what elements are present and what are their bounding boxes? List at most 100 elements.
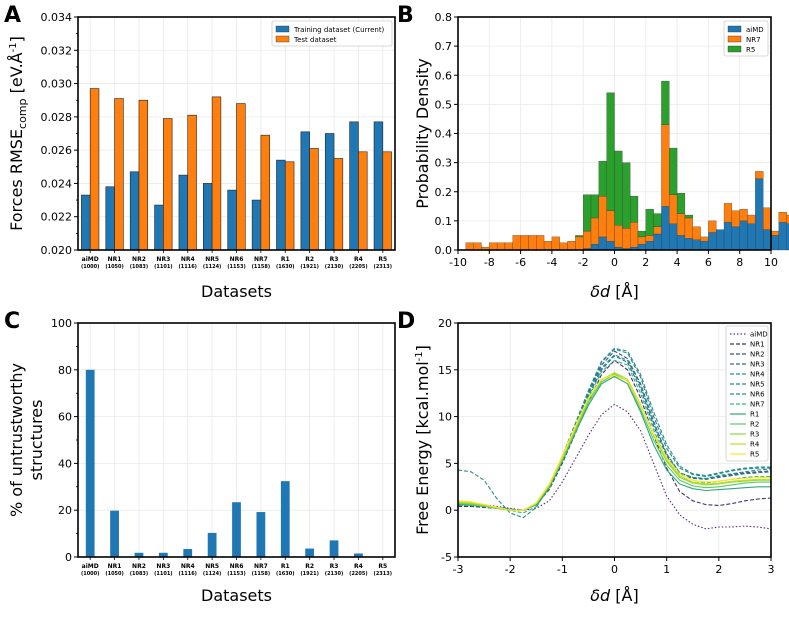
b-hist-r5-bin-22 [637, 230, 646, 238]
a-bar-training-nr6 [227, 189, 237, 251]
d-legend-label-4: NR4 [750, 371, 765, 379]
b-hist-nr7-bin-33 [723, 203, 733, 223]
b-hist-r5-bin-23 [645, 209, 654, 236]
b-xtick-label-4: -2 [578, 256, 589, 269]
c-cat-count-9: (1921) [300, 571, 319, 577]
d-ytick-label-3: 10 [438, 411, 452, 424]
c-cat-label-12: R5 [378, 563, 387, 570]
a-cat-count-8: (1630) [276, 264, 295, 270]
b-hist-nr7-bin-4 [496, 242, 506, 251]
b-hist-nr7-bin-35 [739, 209, 748, 222]
d-ytick-label-1: 0 [445, 504, 452, 517]
c-cat-count-6: (1153) [227, 571, 246, 577]
b-hist-r5-bin-24 [653, 213, 662, 227]
a-bar-test-r4 [358, 151, 368, 251]
d-line-r5 [457, 374, 771, 511]
c-cat-label-11: R4 [354, 563, 363, 570]
b-legend-label-2: R5 [746, 46, 755, 54]
b-xtick-label-9: 8 [736, 256, 743, 269]
a-cat-label-9: R2 [305, 256, 314, 263]
b-hist-nr7-bin-8 [528, 235, 537, 251]
b-hist-aimd-bin-30 [700, 241, 709, 251]
b-hist-aimd-bin-38 [763, 229, 772, 251]
d-legend-label-11: R4 [750, 441, 760, 449]
b-hist-nr7-bin-36 [747, 214, 756, 224]
c-cat-count-10: (2130) [325, 571, 344, 577]
a-bar-test-nr4 [187, 114, 197, 251]
c-ylabel-line1: % of untrustworthy [7, 363, 26, 517]
b-xtick-label-8: 6 [705, 256, 712, 269]
c-cat-label-9: R2 [305, 563, 314, 570]
b-hist-nr7-bin-29 [692, 226, 701, 240]
a-bar-training-r4 [349, 121, 359, 251]
b-hist-nr7-bin-40 [778, 211, 787, 223]
b-xtick-label-2: -6 [515, 256, 526, 269]
d-line-nr5 [457, 348, 771, 511]
b-hist-r5-bin-17 [598, 161, 607, 197]
a-legend-swatch-1 [275, 35, 290, 43]
b-hist-nr7-bin-27 [676, 213, 686, 236]
b-hist-nr7-bin-10 [543, 241, 553, 251]
b-hist-aimd-bin-29 [692, 239, 701, 251]
b-legend-label-0: aiMD [746, 26, 764, 34]
b-hist-nr7-bin-9 [536, 235, 545, 251]
a-bar-training-r3 [324, 133, 335, 251]
b-hist-nr7-bin-20 [622, 228, 631, 249]
d-line-nr3 [458, 355, 772, 511]
d-xlabel: δd [Å] [590, 586, 638, 605]
c-ytick-label-2: 40 [58, 457, 72, 470]
a-bar-training-nr3 [154, 204, 164, 251]
b-hist-nr7-bin-21 [630, 222, 639, 248]
c-bar-nr7 [256, 512, 266, 557]
a-bar-test-nr1 [114, 98, 124, 251]
b-hist-nr7-bin-41 [786, 214, 789, 224]
a-bar-test-nr5 [211, 96, 222, 251]
b-hist-nr7-bin-38 [763, 207, 772, 230]
b-ytick-label-0: 0.0 [435, 244, 453, 257]
b-hist-aimd-bin-40 [778, 222, 787, 251]
d-legend-label-10: R3 [750, 431, 759, 439]
c-cat-label-10: R3 [330, 563, 339, 570]
a-bar-test-r1 [284, 161, 295, 251]
b-hist-nr7-bin-11 [551, 236, 560, 251]
c-bar-r2 [305, 548, 315, 557]
a-cat-label-12: R5 [378, 256, 387, 263]
b-hist-nr7-bin-39 [770, 230, 779, 236]
c-ytick-label-0: 0 [65, 551, 72, 564]
b-hist-aimd-bin-39 [770, 235, 779, 251]
a-bar-training-r2 [300, 131, 310, 251]
b-legend-swatch-2 [727, 45, 742, 53]
a-cat-count-0: (1000) [81, 264, 100, 270]
b-hist-aimd-bin-18 [606, 241, 615, 251]
d-xtick-label-3: 0 [611, 563, 618, 576]
a-cat-count-3: (1101) [154, 264, 173, 270]
b-hist-nr7-bin-23 [645, 235, 654, 242]
a-cat-count-10: (2130) [325, 264, 344, 270]
a-cat-label-8: R1 [281, 256, 290, 263]
b-ylabel: Probability Density [413, 58, 432, 209]
b-hist-aimd-bin-16 [590, 244, 600, 251]
a-cat-count-12: (2313) [374, 264, 393, 270]
c-bar-aimd [85, 369, 95, 557]
c-ytick-label-1: 20 [58, 504, 72, 517]
d-line-aimd [457, 403, 772, 530]
c-cat-label-1: NR1 [108, 563, 122, 570]
a-bar-test-aimd [89, 88, 100, 251]
d-legend-box [725, 325, 769, 462]
b-xtick-label-1: -8 [484, 256, 495, 269]
d-ytick-label-4: 15 [438, 364, 452, 377]
d-line-nr4 [457, 354, 772, 511]
a-ytick-label-4: 0.028 [41, 111, 73, 124]
a-xlabel: Datasets [201, 282, 272, 301]
a-bar-test-nr7 [260, 134, 270, 251]
b-xtick-label-7: 4 [674, 256, 681, 269]
c-bar-r1 [280, 481, 290, 557]
b-hist-nr7-bin-3 [489, 242, 498, 251]
c-bar-nr3 [158, 552, 168, 557]
d-line-nr2 [458, 350, 772, 511]
c-cat-count-2: (1083) [130, 571, 149, 577]
a-bar-training-nr5 [203, 183, 213, 251]
d-legend-label-9: R2 [750, 421, 759, 429]
c-bar-nr5 [207, 532, 217, 557]
